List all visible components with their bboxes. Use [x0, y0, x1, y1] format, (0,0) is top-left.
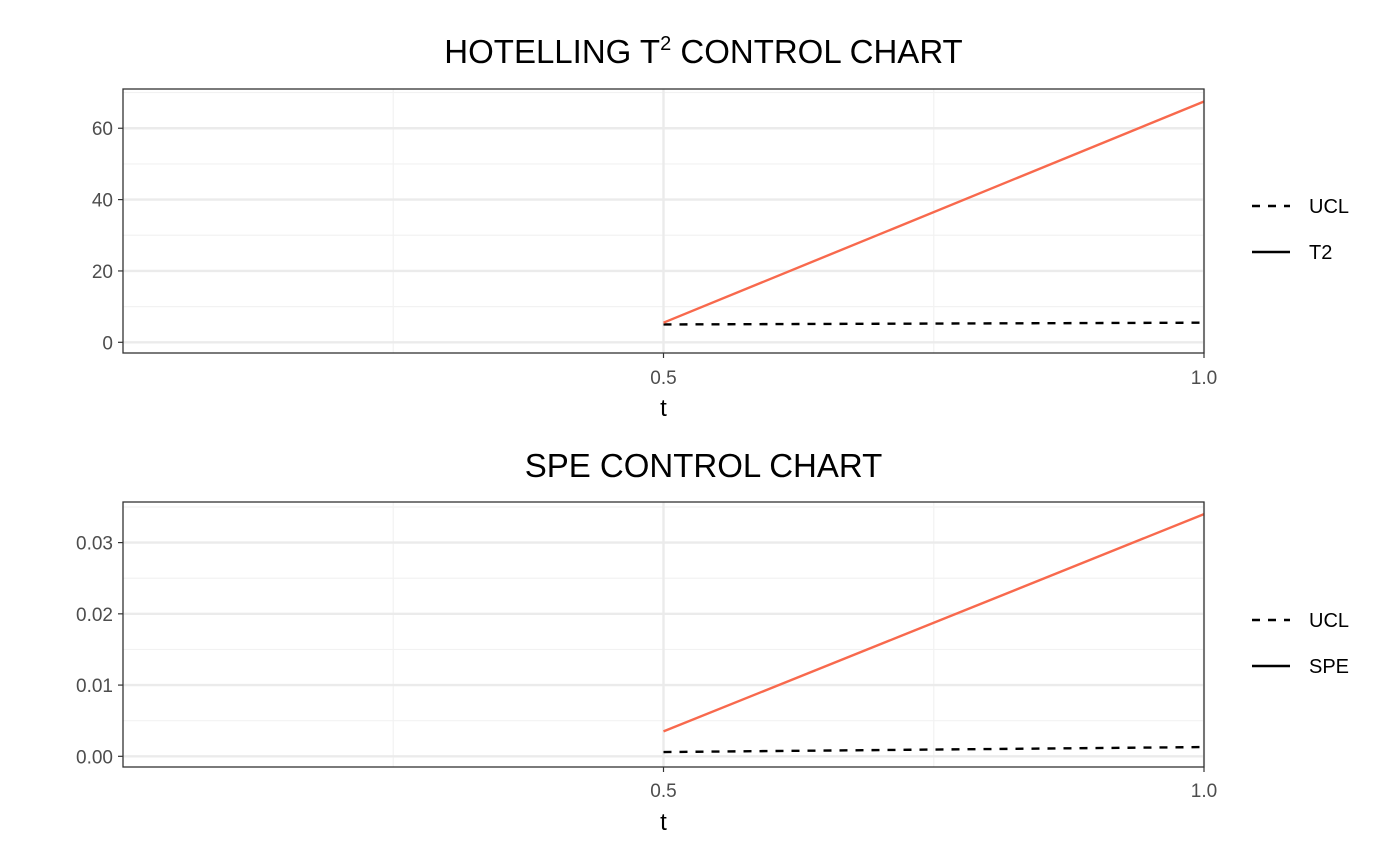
chart-panel-1: HOTELLING T2 CONTROL CHART 0 20 40 60 0.5 1.0 t… [92, 33, 1349, 422]
y-tick-label: 0 [102, 333, 113, 354]
chart-title: HOTELLING T2 CONTROL CHART [444, 33, 962, 70]
series-line-spe [663, 512, 1205, 733]
x-tick-label: 1.0 [1191, 781, 1217, 802]
x-axis-title: t [660, 395, 667, 422]
y-tick-label: 0.02 [76, 605, 113, 626]
legend-label: UCL [1309, 610, 1349, 632]
series-line-ucl [663, 745, 1205, 754]
x-axis-title: t [660, 809, 667, 836]
legend: UCL SPE [1252, 610, 1349, 678]
legend-label: SPE [1309, 656, 1349, 678]
series-line-ucl [663, 321, 1205, 326]
y-tick-label: 0.00 [76, 747, 113, 768]
y-tick-label: 0.01 [76, 676, 113, 697]
y-tick-label: 20 [92, 262, 113, 283]
chart-title: SPE CONTROL CHART [525, 447, 883, 484]
series-line-t2 [663, 100, 1205, 324]
x-tick-label: 0.5 [650, 781, 676, 802]
legend: UCL T2 [1252, 196, 1349, 264]
chart-panel-2: SPE CONTROL CHART 0.00 0.01 0.02 0.03 0.5 1.0 t… [76, 447, 1349, 836]
x-tick-label: 0.5 [650, 368, 676, 389]
legend-label: T2 [1309, 242, 1332, 264]
y-tick-label: 60 [92, 119, 113, 140]
x-tick-label: 1.0 [1191, 368, 1217, 389]
legend-label: UCL [1309, 196, 1349, 218]
y-tick-label: 0.03 [76, 534, 113, 555]
y-tick-label: 40 [92, 191, 113, 212]
